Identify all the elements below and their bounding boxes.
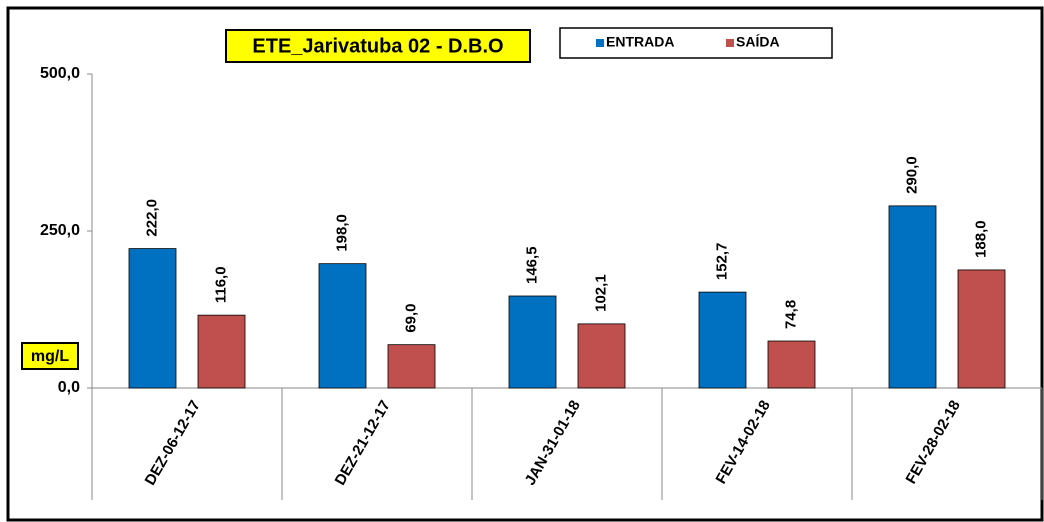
value-label: 74,8 — [782, 300, 799, 329]
chart-title: ETE_Jarivatuba 02 - D.B.O — [252, 35, 503, 57]
y-axis-label: mg/L — [31, 348, 69, 365]
value-label: 152,7 — [713, 243, 730, 281]
bar — [767, 340, 816, 389]
value-label: 102,1 — [592, 274, 609, 312]
title-box — [225, 29, 531, 63]
bar — [128, 248, 177, 389]
value-label: 116,0 — [212, 266, 229, 303]
bar — [577, 323, 626, 389]
bar — [318, 263, 367, 389]
y-tick-label: 250,0 — [40, 222, 80, 239]
value-label: 290,0 — [903, 156, 920, 194]
value-label: 222,0 — [143, 199, 160, 237]
bar — [197, 314, 246, 389]
legend-swatch — [596, 39, 604, 47]
bar — [508, 295, 557, 389]
legend-label: ENTRADA — [606, 34, 674, 50]
y-label-box — [21, 342, 79, 370]
value-label: 188,0 — [972, 220, 989, 258]
bar — [698, 291, 747, 389]
legend-label: SAÍDA — [736, 34, 780, 50]
y-tick-label: 0,0 — [58, 379, 80, 396]
bar — [957, 269, 1006, 389]
legend-swatch — [726, 39, 734, 47]
bar — [387, 344, 436, 389]
value-label: 198,0 — [333, 214, 350, 252]
chart-frame — [6, 6, 1044, 522]
legend-box — [559, 27, 833, 59]
bar — [888, 205, 937, 389]
value-label: 146,5 — [523, 246, 540, 284]
value-label: 69,0 — [402, 303, 419, 332]
y-tick-label: 500,0 — [40, 65, 80, 82]
